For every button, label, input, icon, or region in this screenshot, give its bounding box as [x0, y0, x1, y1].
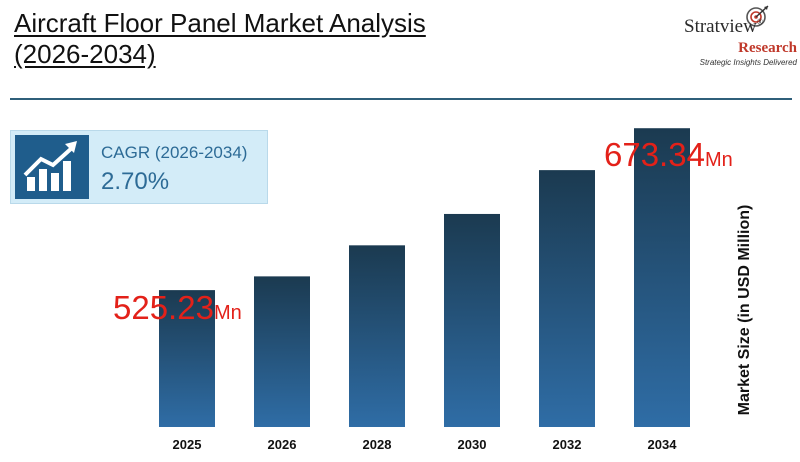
- growth-chart-icon: [15, 135, 89, 199]
- first-value-callout: 525.23Mn: [113, 289, 242, 327]
- bar-2034: [634, 128, 690, 427]
- x-tick-label-2025: 2025: [173, 437, 202, 452]
- cagr-box: CAGR (2026-2034) 2.70%: [10, 130, 268, 204]
- bar-2026: [254, 276, 310, 427]
- logo-research-text: Research: [738, 40, 797, 56]
- bar-2025: [159, 290, 215, 427]
- title-line-1: Aircraft Floor Panel Market Analysis: [14, 8, 426, 38]
- x-tick-label-2034: 2034: [648, 437, 678, 452]
- last-value-callout: 673.34Mn: [604, 136, 733, 174]
- x-tick-label-2030: 2030: [458, 437, 487, 452]
- logo-brand-text: Stratview®: [684, 16, 763, 37]
- bar-2030: [444, 213, 500, 427]
- first-unit: Mn: [213, 302, 242, 324]
- x-tick-label-2026: 2026: [268, 437, 297, 452]
- title-line-2: (2026-2034): [14, 39, 156, 69]
- bars-layer: [159, 128, 690, 427]
- target-emblem-icon: [746, 5, 769, 27]
- cagr-label: CAGR (2026-2034): [101, 143, 248, 162]
- page-title: Aircraft Floor Panel Market Analysis (20…: [14, 8, 426, 70]
- logo-tagline: Strategic Insights Delivered: [699, 58, 797, 67]
- bar-2032: [539, 170, 595, 427]
- last-value: 673.34: [604, 136, 705, 173]
- x-tick-label-2032: 2032: [553, 437, 582, 452]
- y-axis-label: Market Size (in USD Million): [736, 204, 753, 416]
- stratview-logo: Stratview® Research Strategic Insights D…: [682, 4, 797, 68]
- x-tick-labels: 2025 2026 2028 2030 2032 2034: [173, 437, 678, 452]
- first-value: 525.23: [113, 289, 214, 326]
- x-tick-label-2028: 2028: [363, 437, 392, 452]
- last-unit: Mn: [704, 149, 733, 171]
- cagr-value: 2.70%: [101, 168, 170, 195]
- bar-2028: [349, 245, 405, 427]
- header-divider: [10, 98, 792, 100]
